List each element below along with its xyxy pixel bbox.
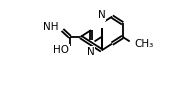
Text: NH: NH xyxy=(43,22,59,32)
Text: HO: HO xyxy=(53,45,69,55)
Text: N: N xyxy=(87,47,95,57)
Text: N: N xyxy=(98,10,105,20)
Text: CH₃: CH₃ xyxy=(134,39,153,49)
